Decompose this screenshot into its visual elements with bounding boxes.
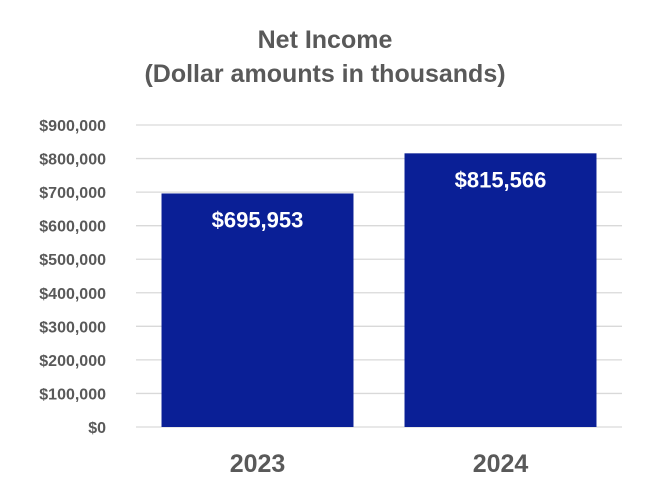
chart-title: Net Income: [257, 26, 393, 54]
chart-subtitle: (Dollar amounts in thousands): [144, 60, 506, 88]
y-tick-label: $800,000: [39, 152, 106, 169]
x-tick-label-2023: 2023: [230, 450, 286, 478]
data-label-2024: $815,566: [455, 167, 547, 192]
x-axis-ticks: 2023 2024: [230, 450, 529, 478]
x-tick-label-2024: 2024: [473, 450, 529, 478]
y-tick-label: $600,000: [39, 219, 106, 236]
y-tick-label: $300,000: [39, 319, 106, 336]
y-tick-label: $100,000: [39, 386, 106, 403]
y-tick-label: $500,000: [39, 252, 106, 269]
y-tick-label: $700,000: [39, 185, 106, 202]
y-tick-label: $900,000: [39, 118, 106, 135]
bar-2024: [404, 153, 597, 428]
y-axis-ticks: $0 $100,000 $200,000 $300,000 $400,000 $500,0…: [39, 118, 106, 437]
y-tick-label: $400,000: [39, 286, 106, 303]
y-tick-label: $200,000: [39, 353, 106, 370]
y-tick-label: $0: [88, 420, 106, 437]
data-label-2023: $695,953: [212, 207, 304, 232]
bars: $695,953 $815,566: [161, 153, 597, 428]
bar-2023: [161, 193, 354, 427]
